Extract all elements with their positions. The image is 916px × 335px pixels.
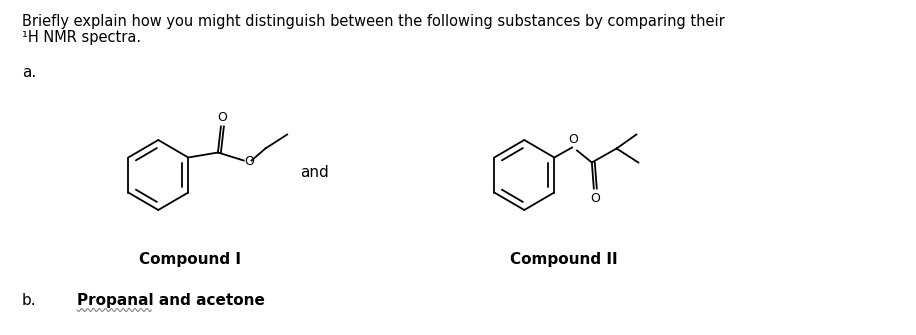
Text: ¹H NMR spectra.: ¹H NMR spectra. bbox=[22, 30, 141, 45]
Text: and: and bbox=[300, 164, 329, 180]
Text: Compound II: Compound II bbox=[510, 252, 617, 267]
Text: Propanal and acetone: Propanal and acetone bbox=[77, 293, 265, 308]
Text: Briefly explain how you might distinguish between the following substances by co: Briefly explain how you might distinguis… bbox=[22, 14, 725, 29]
Text: O: O bbox=[568, 133, 578, 145]
Text: O: O bbox=[590, 192, 600, 204]
Text: O: O bbox=[245, 155, 255, 168]
Text: a.: a. bbox=[22, 65, 36, 80]
Text: O: O bbox=[217, 111, 227, 124]
Text: Compound I: Compound I bbox=[139, 252, 241, 267]
Text: b.: b. bbox=[22, 293, 37, 308]
